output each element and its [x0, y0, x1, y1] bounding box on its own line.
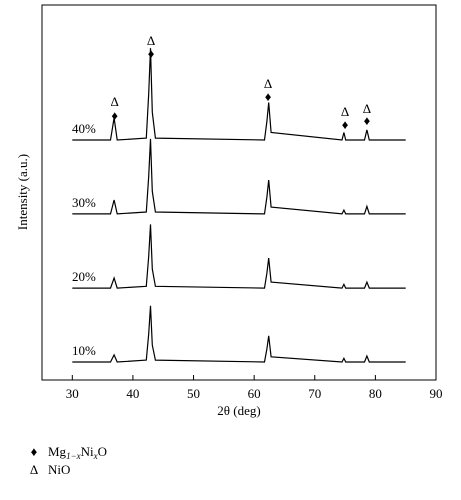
series-label: 30%: [72, 195, 96, 210]
peak-marker: Δ: [111, 94, 119, 109]
peak-marker: Δ: [147, 33, 155, 48]
legend-text: Mg: [48, 444, 67, 459]
legend-text: Ni: [81, 444, 94, 459]
legend-symbol: Δ: [30, 462, 38, 477]
legend-label: NiO: [48, 462, 70, 477]
x-axis-label: 2θ (deg): [217, 403, 260, 418]
plot-frame: [41, 4, 437, 381]
peak-marker: Δ: [341, 104, 349, 119]
xrd-trace: [72, 138, 406, 215]
x-tick-label: 60: [248, 386, 261, 401]
legend-text: NiO: [48, 462, 70, 477]
peak-marker: Δ: [264, 76, 272, 91]
x-tick-label: 30: [66, 386, 79, 401]
xrd-trace: [72, 48, 406, 141]
series-label: 10%: [72, 343, 96, 358]
peak-marker: ♦: [265, 89, 272, 104]
legend-text: O: [98, 444, 107, 459]
peak-marker: ♦: [342, 117, 349, 132]
x-tick-label: 70: [308, 386, 321, 401]
xrd-trace: [72, 305, 406, 363]
peak-marker: Δ: [363, 101, 371, 116]
series-label: 20%: [72, 269, 96, 284]
y-axis-label: Intensity (a.u.): [15, 154, 30, 230]
peak-marker: ♦: [111, 108, 118, 123]
legend-label: Mg1−xNixO: [48, 444, 107, 461]
legend-subscript: 1−x: [66, 451, 81, 461]
x-tick-label: 90: [430, 386, 443, 401]
x-tick-label: 40: [126, 386, 139, 401]
x-tick-label: 50: [187, 386, 200, 401]
legend-symbol: ♦: [31, 444, 38, 459]
legend-subscript: x: [93, 451, 98, 461]
xrd-trace: [72, 224, 406, 289]
peak-marker: ♦: [148, 46, 155, 61]
peak-marker: ♦: [364, 113, 371, 128]
series-label: 40%: [72, 121, 96, 136]
x-tick-label: 80: [369, 386, 382, 401]
